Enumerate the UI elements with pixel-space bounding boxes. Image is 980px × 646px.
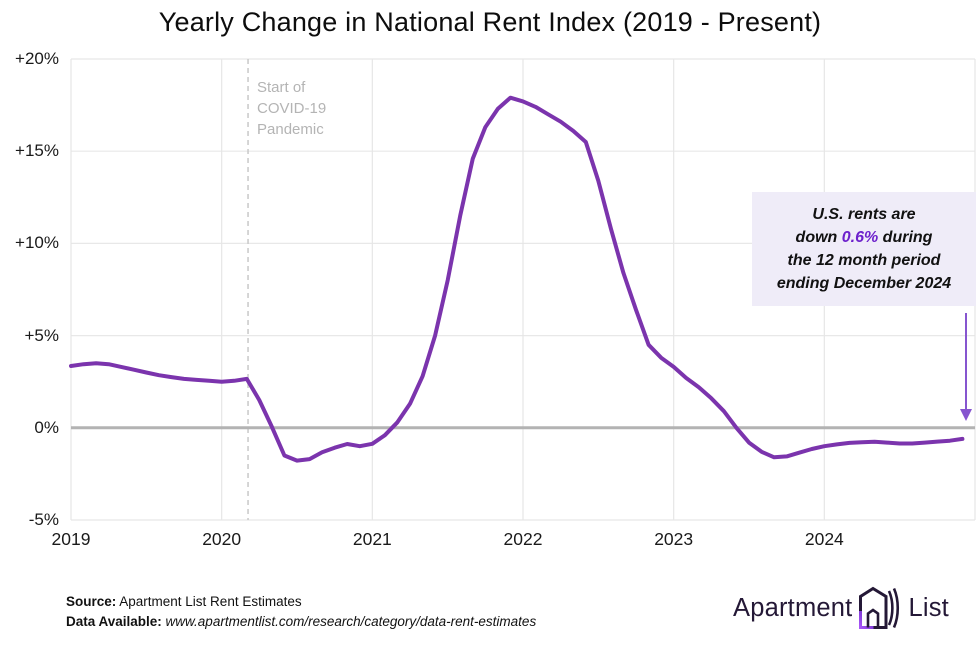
callout-text: the 12 month period xyxy=(787,252,941,269)
logo-word-list: List xyxy=(908,593,949,622)
chart-title: Yearly Change in National Rent Index (20… xyxy=(158,7,822,37)
callout-line: U.S. rents are xyxy=(752,203,976,226)
y-axis-tick-label: +10% xyxy=(15,233,59,253)
callout-line: down 0.6% during xyxy=(752,226,976,249)
apartment-list-logo: Apartment List xyxy=(733,586,949,630)
logo-word-apartment: Apartment xyxy=(733,593,853,622)
covid-start-label-line: COVID-19 xyxy=(257,100,327,117)
x-axis-tick-label: 2022 xyxy=(503,529,543,549)
covid-start-label: Start of COVID-19 Pandemic xyxy=(257,77,326,140)
callout-highlight-value: 0.6% xyxy=(841,229,879,246)
x-axis-tick-label: 2024 xyxy=(804,529,844,549)
source-label: Source: xyxy=(66,594,117,609)
y-axis-tick-label: +15% xyxy=(15,141,59,161)
covid-start-label-line: Start of xyxy=(257,79,306,96)
y-axis-tick-label: +20% xyxy=(15,49,59,68)
y-axis-tick-label: 0% xyxy=(34,417,59,437)
data-available-url: www.apartmentlist.com/research/category/… xyxy=(161,613,537,629)
x-axis-tick-label: 2023 xyxy=(654,529,694,549)
rent-change-callout: U.S. rents are down 0.6% during the 12 m… xyxy=(752,192,976,306)
source-line: Source: Apartment List Rent Estimates xyxy=(66,592,536,612)
y-axis-tick-label: +5% xyxy=(24,325,60,345)
callout-text: U.S. rents are xyxy=(812,206,916,223)
data-available-line: Data Available: www.apartmentlist.com/re… xyxy=(66,612,536,632)
x-axis-tick-label: 2019 xyxy=(51,529,91,549)
callout-text: down xyxy=(795,229,842,246)
callout-text: during xyxy=(878,229,933,246)
covid-start-label-line: Pandemic xyxy=(257,121,324,138)
apartment-list-house-icon xyxy=(859,586,900,629)
rent-yoy-line xyxy=(69,95,965,463)
footer-attribution: Source: Apartment List Rent Estimates Da… xyxy=(66,592,536,631)
y-axis-tick-label: -5% xyxy=(28,510,59,529)
annotation-arrow-head xyxy=(960,409,972,421)
callout-text: ending December 2024 xyxy=(776,275,952,292)
callout-line: the 12 month period xyxy=(752,249,976,272)
source-value: Apartment List Rent Estimates xyxy=(116,594,302,609)
x-axis-tick-label: 2021 xyxy=(352,529,392,549)
callout-line: ending December 2024 xyxy=(752,272,976,295)
data-available-label: Data Available: xyxy=(66,613,162,629)
x-axis-tick-label: 2020 xyxy=(202,529,242,549)
